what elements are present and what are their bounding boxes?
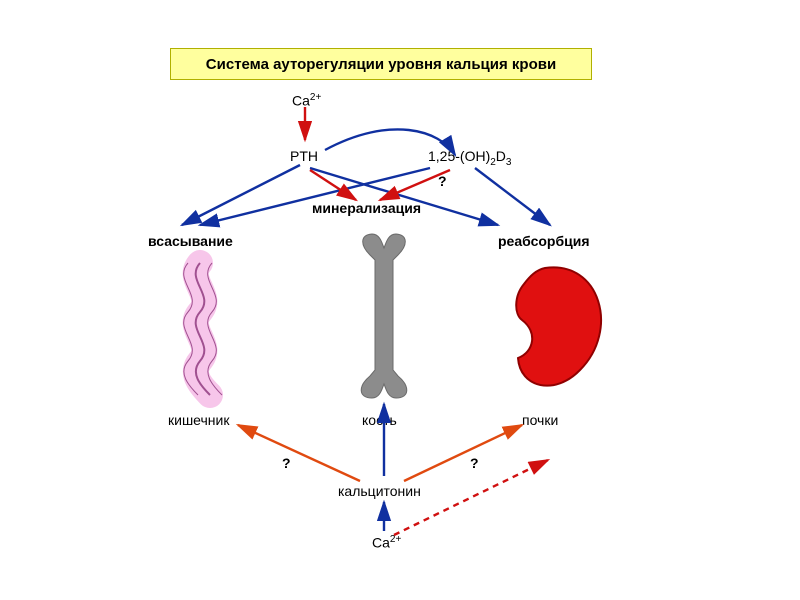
label-calcitonin: кальцитонин <box>338 483 421 499</box>
label-reabsorption: реабсорбция <box>498 233 590 249</box>
label-mineralization: минерализация <box>312 200 421 216</box>
arrow <box>238 425 360 481</box>
kidney-icon <box>516 267 601 385</box>
label-q1: ? <box>438 173 447 189</box>
svg-layer <box>0 0 800 600</box>
arrow <box>310 170 356 200</box>
arrow <box>475 168 550 225</box>
arrow <box>182 165 300 225</box>
arrow <box>200 168 430 225</box>
intestine-icon <box>184 263 222 395</box>
title-text: Система ауторегуляции уровня кальция кро… <box>206 56 556 73</box>
label-q3: ? <box>470 455 479 471</box>
label-ca-bottom: Ca2+ <box>372 534 401 551</box>
label-bone: кость <box>362 412 397 428</box>
bone-icon <box>361 234 407 398</box>
label-vitd: 1,25-(OH)2D3 <box>428 148 511 168</box>
diagram-title: Система ауторегуляции уровня кальция кро… <box>170 48 592 80</box>
label-gut: кишечник <box>168 412 229 428</box>
label-absorption: всасывание <box>148 233 233 249</box>
arrow <box>310 168 498 225</box>
label-ca-top: Ca2+ <box>292 92 321 109</box>
arrow <box>404 425 522 481</box>
diagram-stage: Система ауторегуляции уровня кальция кро… <box>0 0 800 600</box>
label-kidney: почки <box>522 412 558 428</box>
label-pth: PTH <box>290 148 318 164</box>
label-q2: ? <box>282 455 291 471</box>
